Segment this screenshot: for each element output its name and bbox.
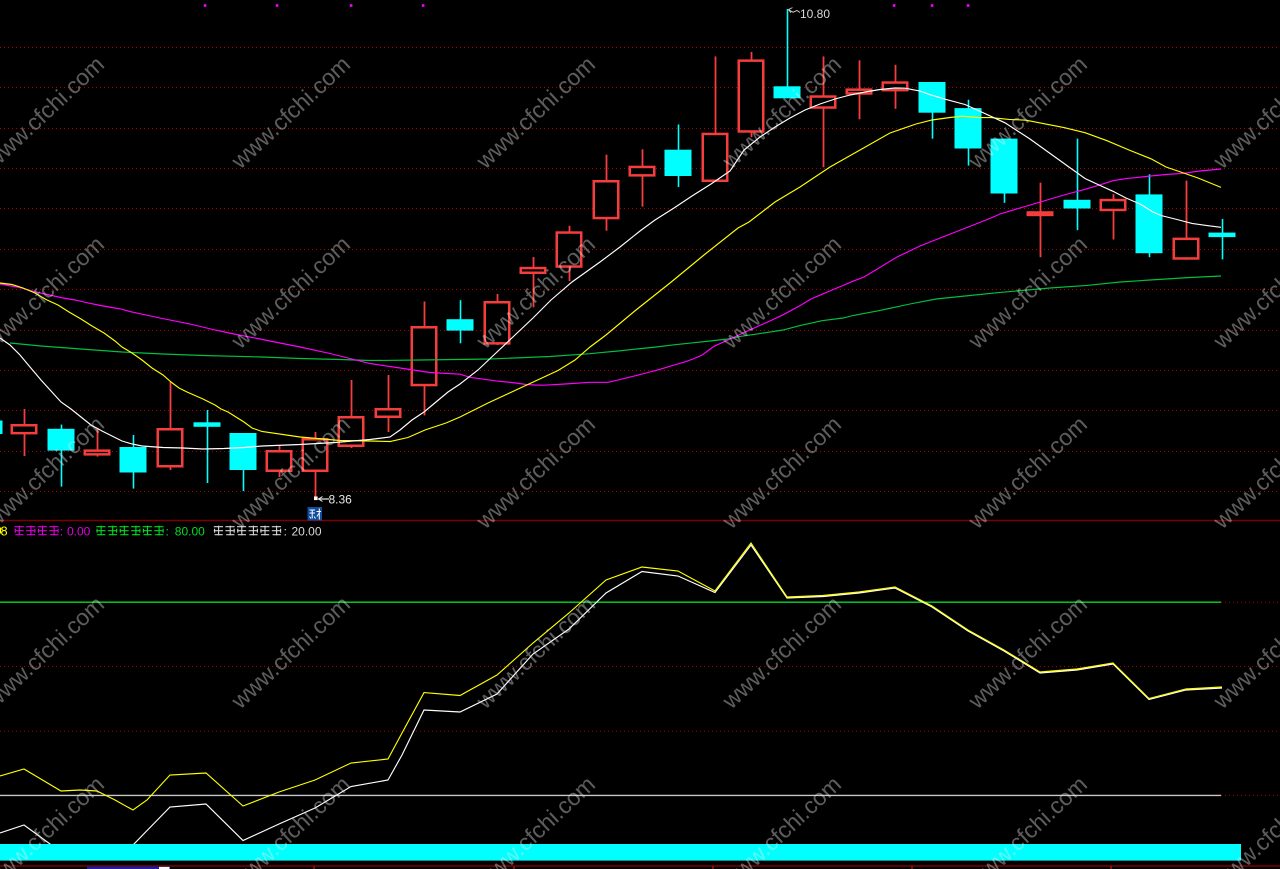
svg-text:www.cfchi.com: www.cfchi.com: [470, 411, 600, 534]
svg-text:www.cfchi.com: www.cfchi.com: [1207, 51, 1280, 174]
svg-text:www.cfchi.com: www.cfchi.com: [962, 231, 1092, 354]
svg-text:www.cfchi.com: www.cfchi.com: [1207, 411, 1280, 534]
svg-text:www.cfchi.com: www.cfchi.com: [470, 231, 600, 354]
svg-text:80.00: 80.00: [175, 524, 205, 538]
svg-text:www.cfchi.com: www.cfchi.com: [716, 591, 846, 714]
svg-text:www.cfchi.com: www.cfchi.com: [470, 51, 600, 174]
svg-text:10.80: 10.80: [800, 7, 830, 21]
svg-text:0.00: 0.00: [67, 524, 91, 538]
svg-text:8: 8: [1, 524, 8, 538]
svg-text:www.cfchi.com: www.cfchi.com: [0, 51, 109, 174]
svg-text::: :: [284, 524, 287, 538]
svg-text:www.cfchi.com: www.cfchi.com: [470, 591, 600, 714]
svg-text:www.cfchi.com: www.cfchi.com: [716, 51, 846, 174]
svg-text:www.cfchi.com: www.cfchi.com: [225, 591, 355, 714]
svg-text:www.cfchi.com: www.cfchi.com: [0, 591, 109, 714]
svg-text:8.36: 8.36: [329, 493, 353, 507]
svg-text:www.cfchi.com: www.cfchi.com: [962, 591, 1092, 714]
svg-text:www.cfchi.com: www.cfchi.com: [225, 51, 355, 174]
svg-text:www.cfchi.com: www.cfchi.com: [1207, 231, 1280, 354]
svg-text::: :: [166, 524, 169, 538]
svg-text:www.cfchi.com: www.cfchi.com: [225, 411, 355, 534]
svg-text::: :: [60, 524, 63, 538]
svg-text:www.cfchi.com: www.cfchi.com: [716, 411, 846, 534]
svg-text:20.00: 20.00: [292, 524, 322, 538]
svg-text:www.cfchi.com: www.cfchi.com: [962, 411, 1092, 534]
svg-text:www.cfchi.com: www.cfchi.com: [1207, 591, 1280, 714]
